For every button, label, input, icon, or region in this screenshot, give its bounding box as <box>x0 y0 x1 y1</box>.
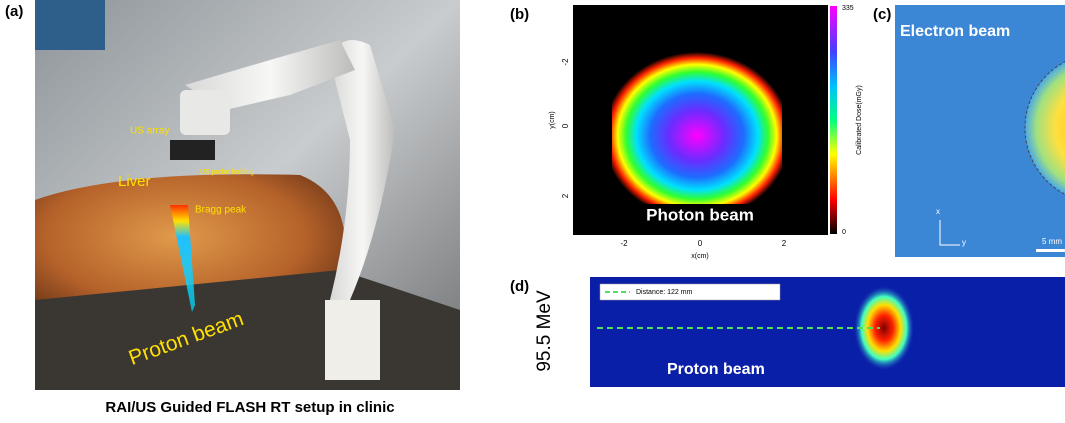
axis-label: y(cm) <box>549 111 556 129</box>
axis-label: x <box>936 207 940 216</box>
panel-a: (a) US array Liver US probe holding Brag… <box>5 0 460 416</box>
annotation: US array <box>130 126 169 137</box>
panel-d: (d) 95.5 MeV Distance: 122 mm Proton bea… <box>510 277 1065 387</box>
monitor <box>35 0 105 50</box>
annotation: US probe holding <box>200 169 254 176</box>
colorbar-label: Calibrated Dose(mGy) <box>856 85 863 155</box>
scale-bar <box>1036 249 1065 252</box>
tick-label: 2 <box>782 239 787 248</box>
dose-map <box>612 52 782 204</box>
tick-label: -2 <box>620 239 628 248</box>
scale-bar-label: 5 mm <box>1042 237 1062 246</box>
panel-label: (d) <box>510 278 529 295</box>
colorbar <box>830 6 837 234</box>
panel-label: (c) <box>873 6 891 23</box>
legend-text: Distance: 122 mm <box>636 289 693 296</box>
us-array <box>170 140 215 160</box>
colorbar-tick: 335 <box>842 5 854 12</box>
beam-label: Proton beam <box>667 361 765 378</box>
tick-label: 0 <box>561 123 570 128</box>
robot-base <box>325 300 380 380</box>
axis-label: x(cm) <box>691 253 709 260</box>
annotation: Liver <box>118 173 151 190</box>
tick-label: -2 <box>561 58 570 66</box>
robot-wrist <box>180 90 230 135</box>
energy-label: 95.5 MeV <box>534 290 555 372</box>
axis-label: y <box>962 238 966 247</box>
beam-label: Electron beam <box>900 23 1010 40</box>
annotation: Bragg peak <box>195 205 247 216</box>
tick-label: 2 <box>561 193 570 198</box>
panel-b: (b) y(cm) -2 0 2 -2 0 2 x(cm) Photon bea… <box>510 5 863 260</box>
panel-label: (b) <box>510 6 529 23</box>
tick-label: 0 <box>698 239 703 248</box>
panel-label: (a) <box>5 3 23 20</box>
colorbar-tick: 0 <box>842 229 846 236</box>
figure: (a) US array Liver US probe holding Brag… <box>0 0 1065 423</box>
panel-c: (c) Electron beam x y 5 mm <box>873 5 1065 257</box>
beam-label: Photon beam <box>646 205 754 224</box>
caption: RAI/US Guided FLASH RT setup in clinic <box>105 399 394 416</box>
